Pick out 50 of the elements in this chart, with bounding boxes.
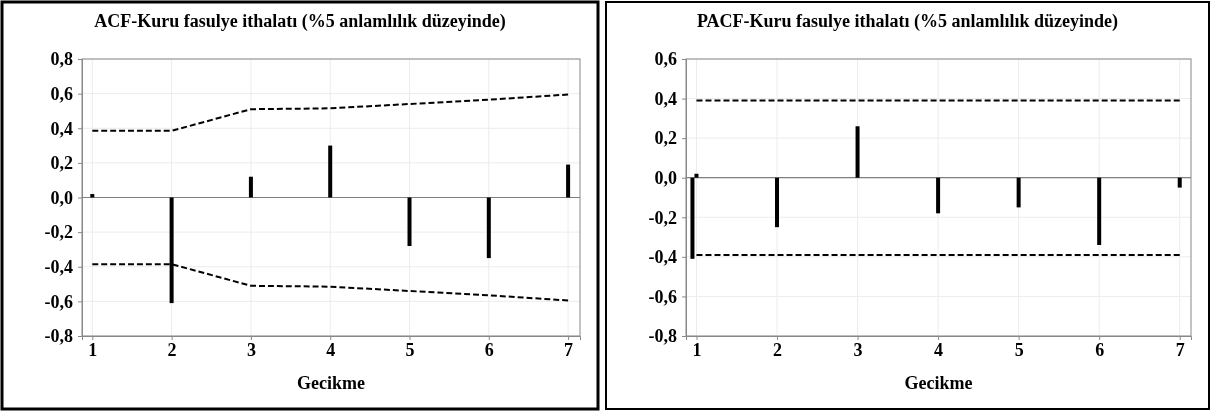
bar (486, 197, 491, 259)
y-tick-label: 0,2 (50, 153, 73, 174)
y-tick-label: -0,8 (44, 326, 73, 347)
bar (855, 126, 860, 178)
x-tick-label: 1 (88, 339, 98, 360)
y-tick-label: -0,4 (648, 247, 677, 268)
y-tick-label: 0,2 (654, 128, 677, 149)
bar (936, 177, 941, 214)
y-tick-label: 0,8 (50, 49, 73, 70)
bar (690, 177, 695, 259)
chart-title: ACF-Kuru fasulye ithalatı (%5 anlamlılık düzeyinde) (94, 11, 506, 32)
bar (694, 173, 699, 178)
y-tick-label: -0,2 (648, 207, 677, 228)
x-tick-label: 4 (326, 339, 336, 360)
x-tick-label: 3 (853, 339, 863, 360)
y-tick-label: 0,0 (50, 187, 73, 208)
bar (1177, 177, 1182, 188)
x-axis-title: Gecikme (297, 373, 365, 393)
x-axis-title: Gecikme (904, 373, 973, 393)
x-tick-label: 1 (692, 339, 702, 360)
x-tick-label: 5 (405, 339, 415, 360)
y-tick-label: 0,6 (654, 49, 677, 70)
bar (566, 164, 571, 198)
y-tick-label: 0,4 (50, 118, 73, 139)
x-tick-label: 2 (167, 339, 177, 360)
y-tick-label: -0,6 (44, 291, 73, 312)
x-tick-label: 5 (1014, 339, 1024, 360)
x-tick-label: 7 (564, 339, 574, 360)
x-tick-label: 4 (934, 339, 944, 360)
line-series (91, 93, 570, 132)
y-tick-label: -0,4 (44, 257, 73, 278)
y-tick-label: -0,8 (648, 326, 677, 347)
bar (775, 177, 780, 228)
y-tick-label: 0,6 (50, 83, 73, 104)
bar (90, 194, 95, 198)
x-tick-label: 6 (484, 339, 494, 360)
x-tick-label: 6 (1095, 339, 1105, 360)
x-tick-label: 2 (773, 339, 783, 360)
y-tick-label: -0,6 (648, 286, 677, 307)
x-tick-label: 3 (246, 339, 256, 360)
y-tick-label: 0,0 (654, 167, 677, 188)
y-tick-label: -0,2 (44, 222, 73, 243)
bar (1016, 177, 1021, 208)
x-tick-label: 7 (1175, 339, 1185, 360)
bar (248, 176, 253, 198)
chart-title: PACF-Kuru fasulye ithalatı (%5 anlamlılık düzeyinde) (696, 11, 1119, 32)
bar (407, 197, 412, 246)
bar (328, 145, 333, 198)
y-tick-label: 0,4 (654, 88, 677, 109)
bar (1097, 177, 1102, 245)
